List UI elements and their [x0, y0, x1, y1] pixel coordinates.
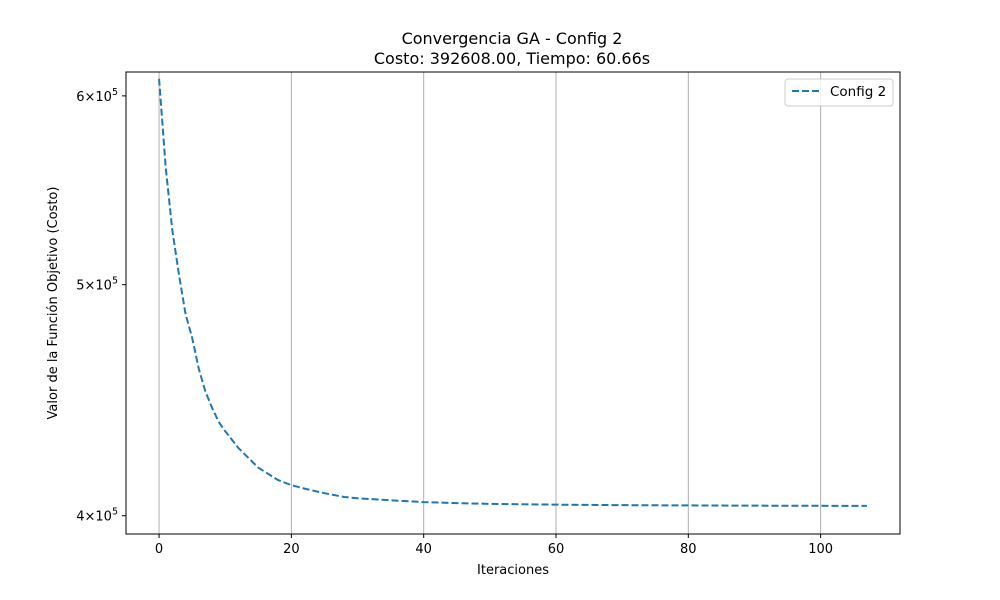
- x-tick-label: 80: [680, 542, 697, 557]
- x-tick-label: 60: [548, 542, 565, 557]
- x-tick-label: 100: [808, 542, 833, 557]
- y-tick-label: 6×105: [76, 87, 118, 105]
- y-axis-label: Valor de la Función Objetivo (Costo): [46, 187, 61, 420]
- y-tick-label: 5×105: [76, 276, 118, 294]
- chart-subtitle: Costo: 392608.00, Tiempo: 60.66s: [374, 49, 650, 68]
- x-axis-label: Iteraciones: [477, 563, 549, 578]
- series-layer: [158, 78, 867, 507]
- chart-title: Convergencia GA - Config 2: [402, 29, 623, 48]
- x-tick-label: 40: [415, 542, 432, 557]
- grid-lines: [158, 72, 822, 534]
- legend-label-config-2: Config 2: [830, 84, 886, 100]
- series-line-config-2: [158, 78, 867, 507]
- legend: Config 2: [784, 78, 894, 107]
- y-axis-ticks: 4×105 5×105 6×105: [76, 87, 126, 525]
- legend-box: [784, 78, 894, 107]
- x-tick-label: 0: [155, 542, 163, 557]
- x-tick-label: 20: [283, 542, 300, 557]
- plot-frame: [125, 71, 901, 535]
- x-axis-ticks: 0 20 40 60 80 100: [155, 534, 833, 557]
- y-tick-label: 4×105: [76, 507, 118, 525]
